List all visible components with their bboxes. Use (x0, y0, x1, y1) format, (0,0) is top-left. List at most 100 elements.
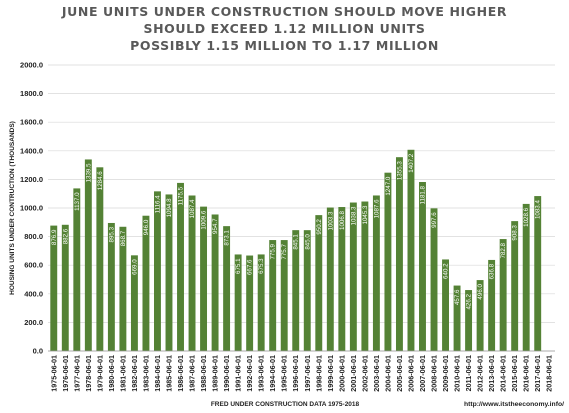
chart-title-line-3: POSSIBLY 1.15 MILLION TO 1.17 MILLION (130, 38, 439, 53)
bar (177, 182, 184, 351)
bar (257, 254, 265, 351)
bar (61, 224, 69, 351)
x-tick-label: 2013-06-01 (487, 355, 496, 392)
bar (361, 201, 369, 351)
x-tick-label: 1979-06-01 (95, 355, 104, 392)
bar-value-label: 775.9 (270, 243, 277, 259)
bar-value-label: 1116.4 (154, 195, 161, 214)
bar (499, 239, 507, 351)
x-tick-label: 2010-06-01 (453, 355, 462, 392)
x-tick-label: 1991-06-01 (234, 355, 243, 392)
bar (96, 167, 104, 351)
bar (211, 214, 219, 351)
bar (349, 202, 357, 351)
bar-value-label: 675.1 (235, 258, 242, 274)
bar (534, 196, 542, 351)
bar (50, 225, 58, 351)
bar-value-label: 1028.6 (523, 207, 530, 226)
x-tick-label: 1994-06-01 (268, 355, 277, 392)
x-tick-label: 2012-06-01 (476, 355, 485, 392)
bar-value-label: 997.6 (431, 212, 438, 228)
bar-value-label: 954.7 (212, 218, 219, 234)
x-tick-label: 1975-06-01 (49, 355, 58, 392)
chart-title-line-1: JUNE UNITS UNDER CONSTRUCTION SHOULD MOV… (61, 4, 508, 19)
bar-value-label: 496.0 (477, 284, 484, 300)
bar (338, 207, 346, 351)
bar-value-label: 1339.5 (85, 163, 92, 182)
bar-value-label: 1094.8 (166, 198, 173, 217)
bar (372, 195, 380, 351)
bar (453, 285, 461, 351)
y-tick-label: 400.0 (24, 289, 43, 298)
x-tick-label: 1998-06-01 (314, 355, 323, 392)
x-tick-label: 2003-06-01 (372, 355, 381, 392)
x-tick-label: 2002-06-01 (360, 355, 369, 392)
bar (246, 255, 254, 351)
bar-value-label: 1003.3 (327, 211, 334, 230)
bar-value-label: 845.1 (293, 234, 300, 250)
bar-value-label: 775.7 (281, 244, 288, 260)
y-axis-ticks: 0.0 200.0 400.0 600.0 800.0 1000.0 1200.0 1400.… (20, 61, 43, 356)
bar-value-label: 873.1 (224, 230, 231, 246)
bar-value-label: 1087.4 (189, 199, 196, 218)
bar (465, 290, 473, 351)
x-axis-label: FRED UNDER CONSTRUCTION DATA 1975-2018 (211, 401, 360, 408)
x-tick-label: 2014-06-01 (499, 355, 508, 392)
x-tick-label: 1983-06-01 (141, 355, 150, 392)
x-tick-label: 2015-06-01 (510, 355, 519, 392)
x-tick-label: 1984-06-01 (153, 355, 162, 392)
x-tick-label: 1977-06-01 (72, 355, 81, 392)
x-tick-label: 1980-06-01 (107, 355, 116, 392)
bar-value-label: 1181.8 (419, 185, 426, 204)
x-tick-label: 2007-06-01 (418, 355, 427, 392)
bar (395, 157, 403, 351)
x-tick-label: 2011-06-01 (464, 355, 473, 391)
x-tick-label: 2018-06-01 (545, 355, 554, 392)
bar-value-label: 1175.5 (178, 186, 185, 205)
bar-value-label: 782.8 (500, 243, 507, 259)
x-tick-label: 1997-06-01 (303, 355, 312, 392)
x-tick-label: 2001-06-01 (349, 355, 358, 392)
bar-value-label: 667.6 (247, 259, 254, 275)
y-axis-label: HOUSING UNITS UNDER CONTRUCTION (THOUSAN… (9, 121, 16, 295)
bar-value-label: 1083.4 (535, 200, 542, 219)
x-tick-label: 1978-06-01 (84, 355, 93, 392)
x-tick-label: 1986-06-01 (176, 355, 185, 392)
bar (142, 215, 150, 351)
bar (419, 182, 426, 351)
bar (107, 222, 115, 351)
bar (73, 188, 81, 351)
bar-value-label: 457.6 (454, 289, 461, 305)
x-tick-label: 1981-06-01 (118, 355, 127, 392)
x-tick-label: 2016-06-01 (522, 355, 531, 392)
bar-value-label: 669.0 (131, 259, 138, 275)
bar (200, 206, 208, 351)
bar (280, 240, 288, 351)
bar-value-label: 675.3 (258, 258, 265, 274)
y-tick-label: 1400.0 (20, 146, 43, 155)
bar (522, 203, 530, 351)
bar (154, 191, 161, 351)
x-tick-label: 1987-06-01 (188, 355, 197, 392)
x-tick-label: 2000-06-01 (337, 355, 346, 392)
bar-value-label: 1038.3 (350, 206, 357, 225)
bar-value-label: 950.2 (316, 219, 323, 235)
x-tick-label: 2005-06-01 (395, 355, 404, 392)
x-tick-label: 1985-06-01 (164, 355, 173, 392)
bar-value-label: 1407.2 (408, 153, 415, 172)
source-url: http://www.itstheeconomy.info/ (464, 401, 564, 408)
x-tick-label: 1995-06-01 (280, 355, 289, 392)
bar-value-label: 1009.6 (201, 210, 208, 229)
y-tick-label: 1000.0 (20, 204, 43, 213)
x-tick-label: 2006-06-01 (406, 355, 415, 392)
x-tick-label: 2009-06-01 (441, 355, 450, 392)
bar-value-label: 882.6 (62, 228, 69, 244)
bar-value-label: 946.0 (143, 219, 150, 235)
bar-value-label: 426.2 (466, 293, 473, 309)
bar (384, 172, 392, 351)
x-tick-label: 1988-06-01 (199, 355, 208, 392)
y-tick-label: 0.0 (33, 347, 43, 356)
bar-value-label: 1045.3 (362, 205, 369, 224)
bar (269, 240, 277, 351)
bar-value-label: 636.8 (489, 263, 496, 279)
